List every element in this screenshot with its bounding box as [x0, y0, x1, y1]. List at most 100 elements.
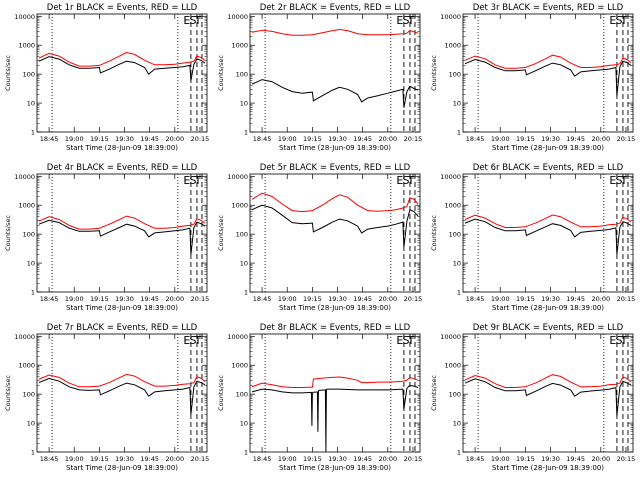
y-tick-label: 10: [27, 260, 35, 268]
series-lld-line: [38, 215, 206, 230]
y-tick-label: 100: [236, 71, 248, 79]
x-axis-label: Start Time (28-Jun-09 18:39:00): [279, 144, 391, 152]
y-tick-label: 10: [453, 420, 461, 428]
y-tick-label: 10000: [440, 13, 461, 21]
x-tick-label: 20:00: [165, 295, 184, 303]
marker-label: T: [194, 14, 202, 27]
y-tick-label: 1000: [444, 362, 461, 370]
x-tick-label: 18:45: [253, 455, 272, 463]
x-tick-label: 19:00: [278, 295, 297, 303]
x-tick-label: 19:00: [491, 135, 510, 143]
detector-panel: Det 4r BLACK = Events, RED = LLD 1 10 100 10…: [4, 163, 209, 312]
marker-label: E: [396, 14, 403, 27]
chart-title: Det 1r BLACK = Events, RED = LLD: [47, 3, 198, 13]
x-axis-label: Start Time (28-Jun-09 18:39:00): [66, 144, 178, 152]
y-tick-label: 1000: [18, 362, 35, 370]
marker-label: S: [189, 14, 196, 27]
x-tick-label: 20:15: [191, 455, 210, 463]
series-lld-line: [251, 376, 419, 388]
marker-label: T: [620, 14, 628, 27]
y-tick-label: 1: [31, 449, 35, 457]
y-tick-label: 10000: [440, 333, 461, 341]
x-tick-label: 19:15: [516, 135, 535, 143]
detector-panel: Det 5r BLACK = Events, RED = LLD 1 10 100 10…: [217, 163, 422, 312]
y-tick-label: 1000: [18, 42, 35, 50]
detector-panel: Det 9r BLACK = Events, RED = LLD 1 10 100 10…: [430, 323, 635, 472]
y-tick-label: 10: [453, 260, 461, 268]
x-tick-label: 20:00: [378, 455, 397, 463]
y-tick-label: 1000: [18, 202, 35, 210]
marker-label: E: [609, 334, 616, 347]
x-tick-label: 18:45: [253, 295, 272, 303]
series-lld-line: [38, 51, 206, 67]
y-tick-label: 10: [240, 420, 248, 428]
x-tick-label: 19:30: [328, 135, 347, 143]
y-tick-label: 1000: [231, 42, 248, 50]
x-tick-label: 19:15: [90, 455, 109, 463]
marker-label: E: [609, 174, 616, 187]
marker-label: T: [620, 174, 628, 187]
marker-label: S: [402, 14, 409, 27]
y-tick-label: 10000: [440, 173, 461, 181]
y-tick-label: 10000: [227, 173, 248, 181]
y-axis-label: Counts/sec: [430, 215, 438, 251]
y-tick-label: 100: [449, 71, 461, 79]
chart-title: Det 6r BLACK = Events, RED = LLD: [473, 163, 624, 173]
y-tick-label: 1000: [231, 362, 248, 370]
plot-frame: [36, 333, 208, 453]
chart-title: Det 9r BLACK = Events, RED = LLD: [473, 323, 624, 333]
marker-label: S: [189, 174, 196, 187]
marker-label: S: [402, 334, 409, 347]
marker-label: T: [407, 334, 415, 347]
x-tick-label: 19:15: [516, 295, 535, 303]
x-tick-label: 20:15: [191, 295, 210, 303]
x-tick-label: 20:00: [378, 135, 397, 143]
y-tick-label: 10: [27, 420, 35, 428]
series-events-line: [38, 377, 206, 415]
series-lld-line: [464, 374, 632, 388]
x-axis-label: Start Time (28-Jun-09 18:39:00): [66, 304, 178, 312]
x-tick-label: 19:30: [328, 295, 347, 303]
x-tick-label: 18:45: [466, 295, 485, 303]
plot-frame: [249, 333, 421, 453]
marker-label: T: [194, 174, 202, 187]
chart-title: Det 3r BLACK = Events, RED = LLD: [473, 3, 624, 13]
y-tick-label: 100: [236, 231, 248, 239]
chart-title: Det 5r BLACK = Events, RED = LLD: [260, 163, 411, 173]
marker-label: E: [396, 174, 403, 187]
detector-panel: Det 2r BLACK = Events, RED = LLD 1 10 100 10…: [217, 3, 422, 152]
x-tick-label: 19:45: [140, 135, 159, 143]
y-tick-label: 1000: [444, 42, 461, 50]
series-events-line: [464, 58, 632, 96]
y-tick-label: 1000: [444, 202, 461, 210]
series-events-line: [251, 204, 419, 248]
x-tick-label: 18:45: [40, 295, 59, 303]
y-tick-label: 1: [457, 129, 461, 137]
chart-title: Det 2r BLACK = Events, RED = LLD: [260, 3, 411, 13]
y-tick-label: 100: [23, 231, 35, 239]
marker-label: S: [615, 174, 622, 187]
series-events-line: [251, 384, 419, 452]
series-events-line: [38, 56, 206, 81]
marker-label: E: [183, 174, 190, 187]
plot-frame: [249, 173, 421, 293]
y-tick-label: 1: [457, 449, 461, 457]
y-tick-label: 1: [31, 129, 35, 137]
y-axis-label: Counts/sec: [430, 55, 438, 91]
y-tick-label: 1: [244, 449, 248, 457]
marker-label: S: [615, 334, 622, 347]
x-tick-label: 19:15: [303, 295, 322, 303]
marker-label: E: [609, 14, 616, 27]
x-tick-label: 19:15: [303, 455, 322, 463]
x-tick-label: 19:00: [491, 455, 510, 463]
y-axis-label: Counts/sec: [217, 55, 225, 91]
x-tick-label: 18:45: [466, 455, 485, 463]
marker-label: T: [620, 334, 628, 347]
series-lld-line: [464, 54, 632, 69]
x-tick-label: 19:00: [65, 135, 84, 143]
y-tick-label: 10: [27, 100, 35, 108]
x-tick-label: 19:30: [328, 455, 347, 463]
x-tick-label: 20:15: [404, 295, 423, 303]
marker-label: T: [194, 334, 202, 347]
